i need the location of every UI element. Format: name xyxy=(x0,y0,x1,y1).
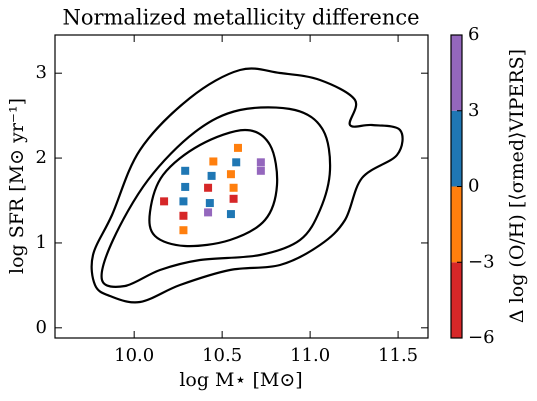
colorbar-tick-label: 0 xyxy=(468,176,479,197)
data-point xyxy=(229,194,238,203)
data-point xyxy=(256,158,265,167)
plot-frame xyxy=(54,34,429,339)
data-point xyxy=(204,183,213,192)
x-axis-label: log M⋆ [M⊙] xyxy=(179,369,302,391)
contour xyxy=(90,67,404,304)
x-tick-label: 10.0 xyxy=(114,345,154,366)
data-point xyxy=(232,158,241,167)
data-point xyxy=(204,208,213,217)
data-point xyxy=(229,183,238,192)
data-point xyxy=(179,197,188,206)
data-point xyxy=(226,210,235,219)
data-point xyxy=(160,197,169,206)
data-point xyxy=(179,226,188,235)
contour xyxy=(148,128,279,248)
data-point xyxy=(181,166,190,175)
data-point xyxy=(256,166,265,175)
colorbar-tick-label: −3 xyxy=(468,251,495,272)
colorbar-segment xyxy=(451,110,462,187)
data-point xyxy=(181,182,190,191)
y-tick-label: 0 xyxy=(36,317,47,338)
data-point xyxy=(205,199,214,208)
colorbar-segment xyxy=(451,35,462,111)
y-tick-label: 2 xyxy=(36,147,47,168)
colorbar-tick-label: −6 xyxy=(468,327,495,348)
x-tick-label: 11.0 xyxy=(290,345,330,366)
y-axis-label: log SFR [M⊙ yr⁻¹] xyxy=(6,98,28,274)
contours xyxy=(90,67,404,304)
data-point xyxy=(233,143,242,152)
colorbar-tick-label: 3 xyxy=(468,100,479,121)
colorbar-tick-label: 6 xyxy=(468,24,479,45)
y-tick-label: 1 xyxy=(36,232,47,253)
x-tick-label: 10.5 xyxy=(202,345,242,366)
colorbar-segment xyxy=(451,262,462,338)
x-tick-label: 11.5 xyxy=(378,345,418,366)
colorbar-label: Δ log (O/H) [⟨σmed⟩VIPERS] xyxy=(506,49,528,323)
chart-title: Normalized metallicity difference xyxy=(62,6,419,30)
y-tick-label: 3 xyxy=(36,62,47,83)
data-point xyxy=(209,157,218,166)
contour xyxy=(100,106,332,288)
data-point xyxy=(207,171,216,180)
data-point xyxy=(226,170,235,179)
colorbar-segment xyxy=(451,186,462,263)
data-point xyxy=(179,211,188,220)
